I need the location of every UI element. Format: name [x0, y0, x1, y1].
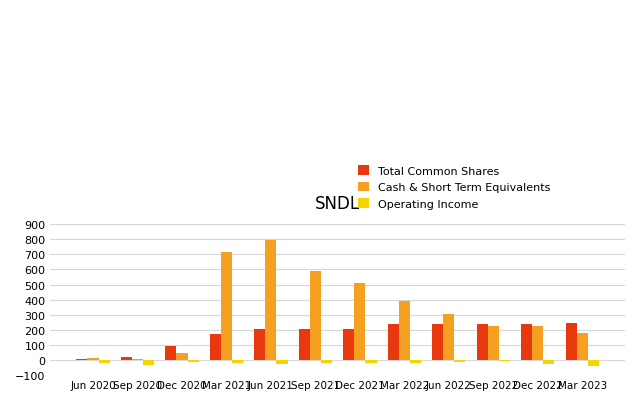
Bar [99, 360, 109, 363]
Bar [388, 324, 399, 360]
Bar [588, 360, 599, 366]
Bar [355, 284, 365, 360]
Bar [76, 359, 88, 360]
Bar [177, 353, 188, 360]
Bar [310, 271, 321, 360]
Bar [532, 326, 543, 360]
Bar [299, 329, 310, 360]
Bar [543, 360, 554, 364]
Bar [499, 360, 510, 361]
Bar [232, 360, 243, 363]
Bar [221, 252, 232, 360]
Bar [321, 360, 332, 363]
Bar [254, 329, 266, 360]
Bar [132, 359, 143, 360]
Bar [444, 314, 454, 360]
Title: SNDL: SNDL [315, 195, 360, 213]
Bar [276, 360, 287, 364]
Bar [432, 324, 444, 360]
Bar [143, 360, 154, 364]
Bar [343, 329, 355, 360]
Bar [266, 241, 276, 360]
Bar [521, 324, 532, 360]
Bar [488, 326, 499, 360]
Bar [165, 346, 177, 360]
Bar [577, 333, 588, 360]
Bar [188, 360, 198, 362]
Bar [210, 334, 221, 360]
Bar [566, 324, 577, 360]
Bar [454, 360, 465, 362]
Bar [477, 324, 488, 360]
Bar [88, 358, 99, 360]
Legend: Total Common Shares, Cash & Short Term Equivalents, Operating Income: Total Common Shares, Cash & Short Term E… [355, 162, 554, 213]
Bar [121, 358, 132, 360]
Bar [365, 360, 376, 363]
Bar [399, 301, 410, 360]
Bar [410, 360, 421, 363]
